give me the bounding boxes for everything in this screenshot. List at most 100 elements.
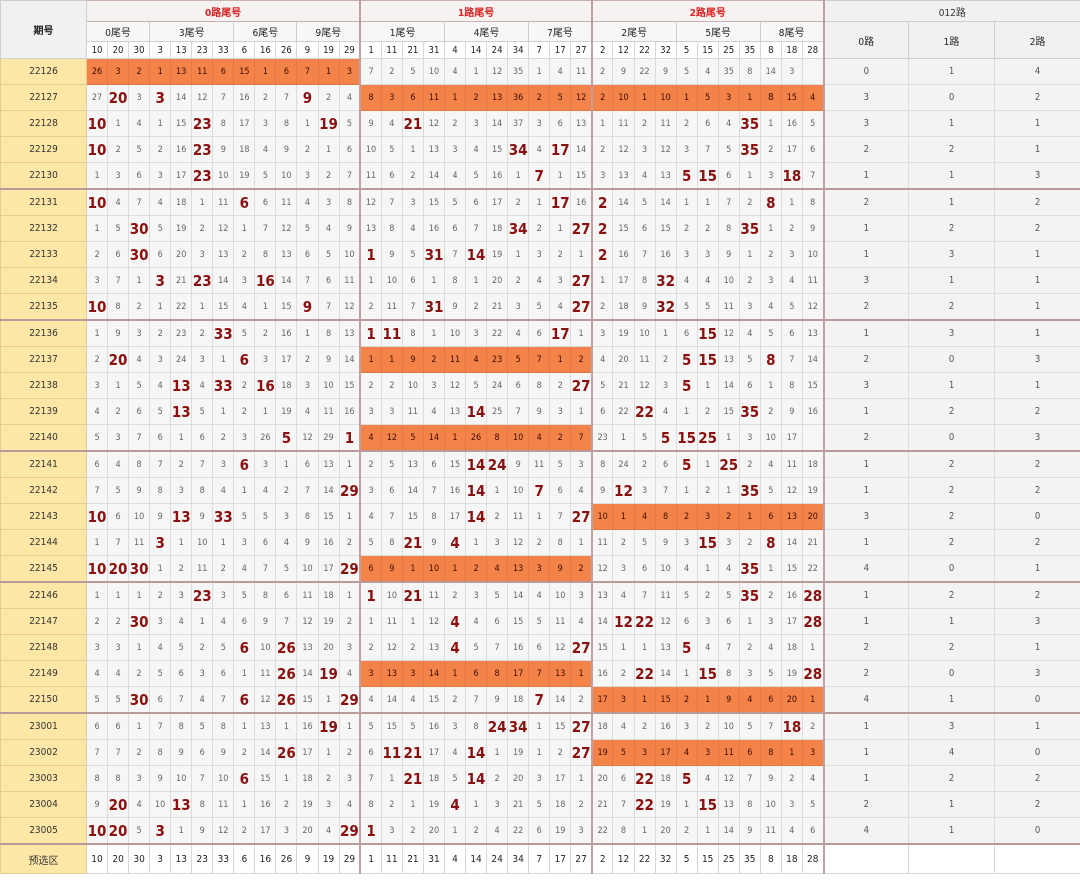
preselect-number[interactable]: 31 — [422, 843, 445, 874]
trend-cell: 9 — [486, 686, 509, 714]
trend-cell: 8 — [759, 346, 782, 373]
trend-cell: 3 — [612, 555, 635, 583]
preselect-number[interactable]: 11 — [380, 843, 403, 874]
trend-cell: 1 — [443, 817, 467, 845]
trend-cell: 4 — [443, 529, 467, 556]
trend-cell: 4 — [128, 346, 151, 373]
preselect-number[interactable]: 29 — [338, 843, 361, 874]
preselect-number[interactable]: 27 — [570, 843, 593, 874]
trend-cell: 29 — [338, 686, 361, 714]
preselect-road-blank — [908, 843, 996, 874]
trend-cell: 7 — [296, 58, 319, 85]
trend-cell: 3 — [149, 817, 172, 845]
preselect-number[interactable]: 13 — [170, 843, 193, 874]
trend-cell: 7 — [422, 477, 445, 504]
preselect-number[interactable]: 32 — [654, 843, 677, 874]
trend-cell: 12 — [549, 634, 572, 661]
preselect-number[interactable]: 1 — [359, 843, 382, 874]
trend-cell: 6 — [296, 450, 319, 478]
preselect-number[interactable]: 15 — [696, 843, 719, 874]
column-number-12: 29 — [338, 41, 361, 59]
trend-cell: 6 — [233, 450, 256, 478]
trend-cell: 18 — [275, 372, 298, 399]
trend-cell: 3 — [275, 503, 298, 530]
preselect-number[interactable]: 17 — [549, 843, 572, 874]
trend-cell: 1 — [128, 581, 151, 609]
trend-cell: 5 — [675, 581, 698, 609]
preselect-number[interactable]: 12 — [612, 843, 635, 874]
trend-cell: 5 — [801, 791, 825, 818]
preselect-number[interactable]: 30 — [128, 843, 151, 874]
road-count-cell: 1 — [822, 241, 910, 268]
trend-cell: 21 — [801, 529, 825, 556]
trend-cell: 1 — [633, 686, 656, 714]
table-row: 22127 27 20 3 3 14 12 7 16 2 7 9 2 4 8 3 6 11 1 2 13 36 2 5 12 2 1… — [0, 84, 1080, 111]
trend-cell: 18 — [780, 634, 803, 661]
preselect-number[interactable]: 24 — [486, 843, 509, 874]
preselect-number[interactable]: 33 — [212, 843, 235, 874]
trend-cell: 1 — [233, 712, 256, 740]
preselect-number[interactable]: 28 — [801, 843, 825, 874]
trend-cell: 4 — [759, 293, 782, 321]
preselect-number[interactable]: 26 — [275, 843, 298, 874]
preselect-number[interactable]: 16 — [254, 843, 277, 874]
trend-cell: 3 — [254, 346, 277, 373]
preselect-number[interactable]: 34 — [507, 843, 530, 874]
trend-cell: 1 — [338, 712, 361, 740]
preselect-number[interactable]: 10 — [85, 843, 109, 874]
trend-cell: 3 — [738, 660, 761, 687]
trend-cell: 3 — [107, 58, 130, 85]
trend-cell: 3 — [633, 739, 656, 766]
column-number-33: 18 — [780, 41, 803, 59]
trend-cell: 6 — [380, 477, 403, 504]
trend-cell: 11 — [590, 529, 614, 556]
road-count-cell: 2 — [994, 188, 1080, 216]
trend-cell: 2 — [675, 215, 698, 242]
preselect-number[interactable]: 35 — [738, 843, 761, 874]
trend-cell: 23 — [486, 346, 509, 373]
preselect-number[interactable]: 2 — [590, 843, 614, 874]
preselect-number[interactable]: 19 — [317, 843, 340, 874]
road-count-cell: 1 — [908, 372, 996, 399]
preselect-number[interactable]: 5 — [675, 843, 698, 874]
preselect-number[interactable]: 9 — [296, 843, 319, 874]
preselect-number[interactable]: 20 — [107, 843, 130, 874]
table-row: 22149 4 4 2 5 6 3 6 1 11 26 14 19 4 3 13 3 14 1 6 8 17 7 13 1 16 2… — [0, 660, 1080, 687]
trend-cell: 5 — [528, 608, 551, 635]
preselect-number[interactable]: 22 — [633, 843, 656, 874]
preselect-number[interactable]: 23 — [191, 843, 214, 874]
preselect-number[interactable]: 14 — [465, 843, 488, 874]
road-count-cell: 1 — [908, 162, 996, 190]
column-number-21: 7 — [528, 41, 551, 59]
trend-cell: 14 — [296, 660, 319, 687]
road-count-cell: 1 — [994, 267, 1080, 294]
preselect-number[interactable]: 7 — [528, 843, 551, 874]
trend-cell: 10 — [149, 791, 172, 818]
trend-cell: 13 — [590, 581, 614, 609]
trend-cell: 19 — [780, 660, 803, 687]
trend-cell: 1 — [801, 634, 825, 661]
trend-cell: 1 — [317, 136, 340, 163]
road-count-cell: 2 — [822, 346, 910, 373]
trend-cell: 1 — [85, 215, 109, 242]
preselect-number[interactable]: 4 — [443, 843, 467, 874]
preselect-number[interactable]: 6 — [233, 843, 256, 874]
trend-cell: 16 — [254, 267, 277, 294]
preselect-number[interactable]: 25 — [717, 843, 740, 874]
preselect-road-blank — [822, 843, 910, 874]
trend-cell: 8 — [738, 791, 761, 818]
trend-cell: 1 — [191, 293, 214, 321]
trend-cell: 3 — [486, 529, 509, 556]
preselect-number[interactable]: 3 — [149, 843, 172, 874]
trend-cell: 1 — [85, 319, 109, 347]
trend-cell: 1 — [696, 686, 719, 714]
preselect-number[interactable]: 8 — [759, 843, 782, 874]
trend-cell: 3 — [380, 398, 403, 425]
column-number-16: 31 — [422, 41, 445, 59]
trend-cell: 3 — [85, 372, 109, 399]
preselect-number[interactable]: 18 — [780, 843, 803, 874]
trend-cell: 8 — [401, 319, 424, 347]
trend-cell: 7 — [528, 346, 551, 373]
preselect-number[interactable]: 21 — [401, 843, 424, 874]
trend-cell: 13 — [422, 136, 445, 163]
